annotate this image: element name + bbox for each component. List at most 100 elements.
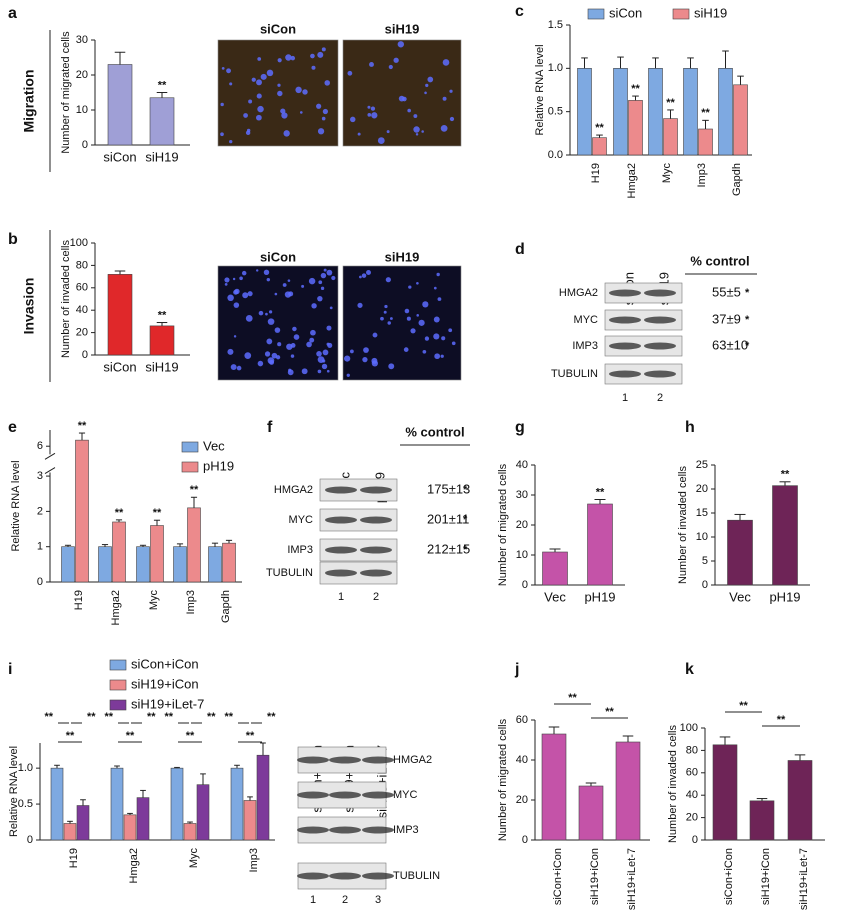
lane-number: 1 bbox=[338, 591, 344, 603]
bar bbox=[222, 542, 236, 583]
y-axis-title: Relative RNA level bbox=[534, 44, 546, 135]
bar bbox=[683, 68, 698, 156]
cell bbox=[264, 351, 271, 357]
cell bbox=[224, 277, 230, 283]
cell bbox=[424, 336, 430, 341]
y-tick-label: 60 bbox=[76, 282, 88, 294]
cell bbox=[407, 108, 411, 113]
bar bbox=[150, 525, 164, 583]
y-axis-title: Number of migrated cells bbox=[497, 718, 509, 841]
cell bbox=[383, 310, 387, 314]
cell bbox=[277, 342, 282, 347]
bar bbox=[749, 800, 775, 841]
y-tick-label: 20 bbox=[76, 69, 88, 81]
row-label: Migration bbox=[21, 70, 37, 133]
bar bbox=[541, 733, 567, 841]
cell bbox=[449, 116, 455, 122]
lane-number: 1 bbox=[622, 392, 628, 404]
y-tick-label: 40 bbox=[516, 754, 528, 766]
cell bbox=[346, 373, 350, 377]
y-tick-label: 0.0 bbox=[548, 149, 563, 161]
cell bbox=[433, 333, 440, 340]
bar bbox=[727, 519, 753, 586]
y-tick-label: 25 bbox=[696, 459, 708, 471]
x-tick-label: siH19 bbox=[145, 359, 178, 374]
band bbox=[609, 342, 641, 350]
cell bbox=[322, 108, 329, 115]
bar bbox=[98, 546, 112, 583]
band bbox=[329, 826, 361, 834]
cell bbox=[402, 96, 407, 102]
band bbox=[609, 289, 641, 297]
legend-swatch bbox=[181, 461, 199, 473]
cell bbox=[283, 130, 290, 137]
cell bbox=[266, 338, 273, 345]
cell bbox=[327, 342, 333, 348]
x-tick-label: Myc bbox=[661, 163, 673, 184]
cell bbox=[372, 332, 378, 338]
cell bbox=[404, 308, 410, 314]
percent-control: 175±13 bbox=[427, 481, 470, 496]
x-tick-label: siCon+iCon bbox=[552, 848, 564, 905]
cell bbox=[281, 112, 288, 119]
cell bbox=[241, 270, 247, 276]
bar bbox=[196, 784, 210, 841]
significance: * bbox=[745, 314, 750, 326]
cell bbox=[433, 316, 440, 323]
cell bbox=[266, 277, 271, 282]
bracket-label: ** bbox=[44, 711, 53, 723]
cell bbox=[380, 316, 384, 321]
bar bbox=[230, 767, 244, 841]
bar bbox=[208, 546, 222, 583]
cell bbox=[247, 291, 253, 297]
cell bbox=[292, 326, 297, 332]
band bbox=[297, 756, 329, 764]
x-tick-label: Imp3 bbox=[248, 848, 260, 872]
bar bbox=[772, 485, 798, 586]
band bbox=[297, 826, 329, 834]
cell bbox=[257, 105, 264, 113]
bar bbox=[243, 800, 257, 841]
band bbox=[297, 872, 329, 880]
percent-control: 37±9 bbox=[712, 311, 741, 326]
y-tick-label: 40 bbox=[516, 459, 528, 471]
cell bbox=[243, 113, 248, 118]
lane-number: 3 bbox=[375, 894, 381, 906]
cell bbox=[220, 102, 224, 107]
y-tick-label: 30 bbox=[76, 34, 88, 46]
cell bbox=[321, 116, 326, 121]
significance: ** bbox=[158, 309, 167, 321]
legend-swatch bbox=[181, 441, 199, 453]
cell bbox=[322, 349, 329, 356]
y-tick-label: 20 bbox=[76, 327, 88, 339]
bar bbox=[170, 767, 184, 841]
bracket-label: ** bbox=[66, 730, 75, 742]
cell bbox=[245, 314, 253, 322]
cell bbox=[388, 64, 393, 70]
cell bbox=[385, 277, 391, 283]
cell bbox=[418, 319, 425, 326]
bracket-label: ** bbox=[267, 711, 276, 723]
bracket-label: ** bbox=[104, 711, 113, 723]
y-tick-label: 60 bbox=[686, 767, 698, 779]
cell bbox=[257, 360, 264, 367]
y-tick-label: 20 bbox=[516, 794, 528, 806]
y-tick-label: 60 bbox=[516, 714, 528, 726]
legend-label: Vec bbox=[203, 438, 225, 453]
y-tick-label: 80 bbox=[686, 744, 698, 756]
cell bbox=[233, 289, 239, 295]
cell bbox=[290, 55, 296, 61]
significance: * bbox=[463, 484, 468, 496]
bar bbox=[712, 744, 738, 841]
cell bbox=[331, 275, 336, 281]
x-tick-label: Gapdh bbox=[220, 590, 232, 623]
cell bbox=[224, 283, 228, 286]
cell bbox=[244, 352, 252, 359]
significance: ** bbox=[158, 79, 167, 91]
panel-label: k bbox=[685, 661, 694, 678]
cell bbox=[256, 269, 259, 272]
band bbox=[609, 370, 641, 378]
y-tick-label: 0 bbox=[702, 579, 708, 591]
bar bbox=[628, 100, 643, 156]
